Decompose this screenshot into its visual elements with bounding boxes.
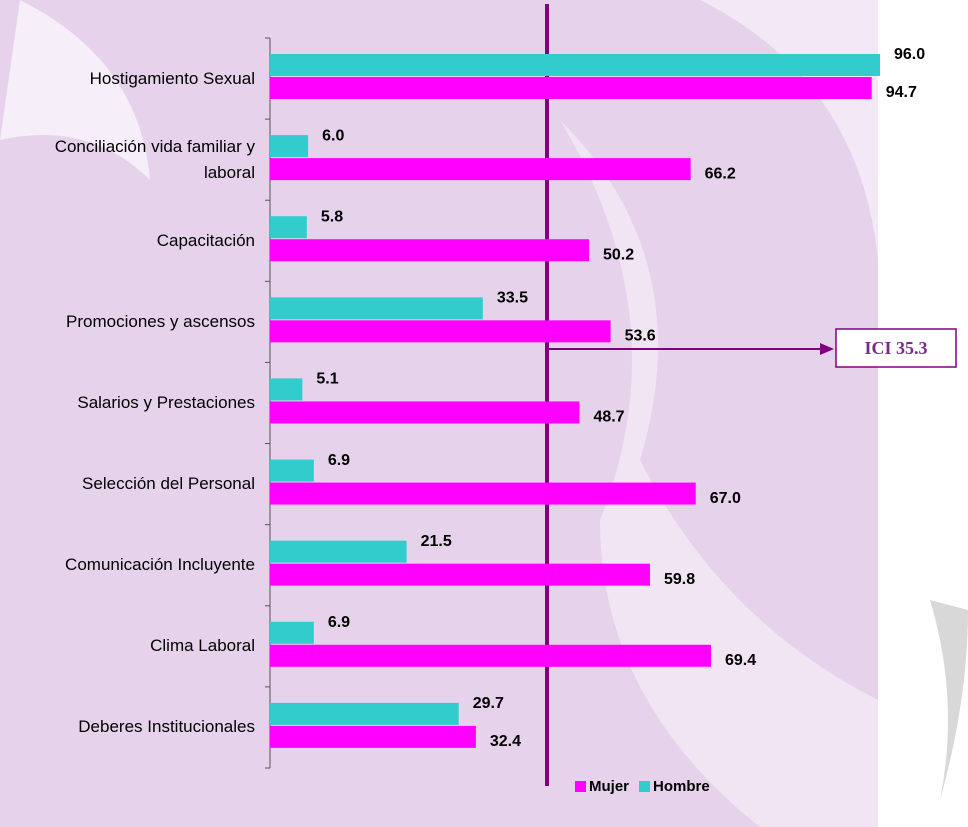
bar (270, 378, 303, 401)
bar (270, 297, 483, 320)
data-label: 29.7 (473, 695, 504, 712)
data-label: 53.6 (625, 328, 656, 345)
y-tick-label: Capacitación (156, 230, 255, 250)
legend-swatch (639, 781, 651, 792)
bar (270, 482, 696, 505)
data-label: 33.5 (497, 290, 528, 307)
bar (270, 77, 872, 99)
y-tick-label: Promociones y ascensos (66, 311, 255, 331)
bar (270, 320, 611, 343)
bar (270, 239, 589, 262)
data-label: 32.4 (490, 733, 521, 750)
bar (270, 401, 580, 424)
data-label: 6.9 (328, 452, 350, 469)
legend-label: Mujer (589, 778, 629, 795)
data-label: 96.0 (894, 46, 925, 63)
data-label: 5.1 (316, 371, 338, 388)
y-tick-label: Clima Laboral (150, 636, 255, 656)
data-label: 5.8 (321, 208, 343, 225)
bar (270, 644, 711, 667)
bar (270, 216, 307, 239)
bar (270, 725, 476, 748)
data-label: 6.0 (322, 127, 344, 144)
y-tick-label: Selección del Personal (82, 474, 255, 494)
y-tick-label: Conciliación vida familiar y laboral (54, 136, 255, 182)
bar (270, 563, 650, 586)
bar (270, 621, 314, 644)
data-label: 50.2 (603, 246, 634, 263)
data-label: 66.2 (705, 165, 736, 182)
y-tick-label: Hostigamiento Sexual (89, 68, 255, 88)
data-label: 48.7 (593, 409, 624, 426)
bar (270, 459, 314, 482)
data-label: 59.8 (664, 571, 695, 588)
data-label: 94.7 (886, 84, 917, 101)
annotation-box (835, 328, 957, 368)
data-label: 21.5 (421, 533, 452, 550)
decor (930, 600, 968, 800)
y-tick-label: Salarios y Prestaciones (77, 392, 255, 412)
bar (270, 135, 309, 158)
data-label: 6.9 (328, 614, 350, 631)
annotation: ICI 35.3 (864, 338, 927, 358)
bar (270, 702, 459, 725)
bar (270, 158, 691, 181)
arrow-head (820, 343, 834, 355)
legend-swatch (575, 781, 586, 792)
y-tick-label: Deberes Institucionales (78, 717, 255, 737)
data-label: 69.4 (725, 652, 756, 669)
data-label: 67.0 (710, 490, 741, 507)
bar (270, 540, 407, 563)
legend-label: Hombre (653, 778, 710, 795)
decor (0, 0, 150, 180)
y-tick-label: Comunicación Incluyente (65, 555, 255, 575)
bar (270, 54, 880, 76)
